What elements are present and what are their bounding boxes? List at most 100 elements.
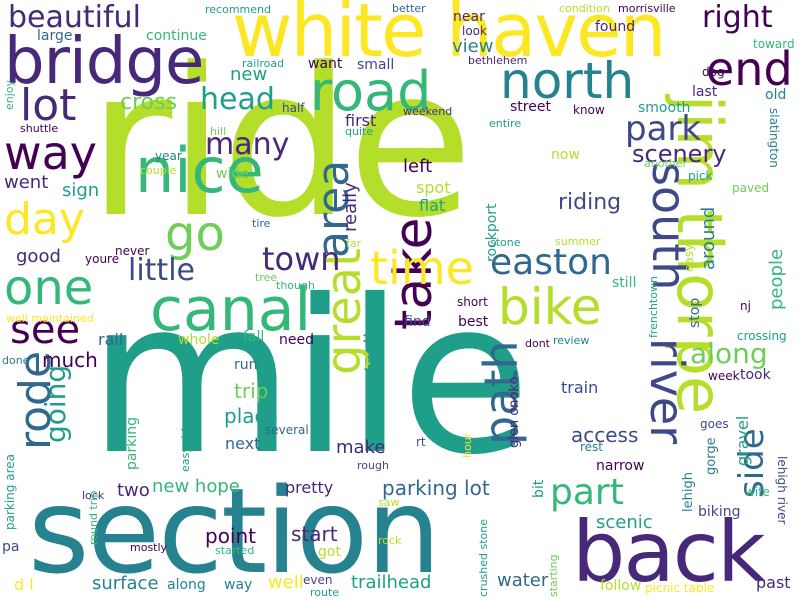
word-better: better xyxy=(392,2,426,15)
word-half: half xyxy=(282,101,305,115)
word-couple: couple xyxy=(140,164,177,177)
word-toward: toward xyxy=(753,37,795,51)
word-next: next xyxy=(225,434,261,453)
word-end: end xyxy=(706,42,793,96)
word-route: route xyxy=(310,586,340,599)
word-shuttle: shuttle xyxy=(20,122,59,135)
word-railroad: railroad xyxy=(242,57,285,70)
word-hill: hill xyxy=(210,125,227,138)
word-stone: stone xyxy=(490,236,521,249)
word-tree: tree xyxy=(255,271,278,284)
word-easy: easy xyxy=(682,243,696,272)
word-wide: wide xyxy=(216,166,249,182)
word-view: view xyxy=(452,36,494,57)
word-slatington: slatington xyxy=(767,108,781,168)
word-mile: mile xyxy=(88,254,531,501)
word-continue: continue xyxy=(146,28,207,44)
word-go: go xyxy=(165,206,225,262)
word-saw: saw xyxy=(378,496,400,509)
word-recommend: recommend xyxy=(205,3,271,16)
word-train: train xyxy=(561,378,599,397)
word-bit: bit xyxy=(531,479,547,498)
word-last: last xyxy=(692,84,718,100)
word-first: first xyxy=(345,111,377,130)
word-goes: goes xyxy=(700,417,729,431)
word-going: going xyxy=(39,364,72,443)
word-week: week xyxy=(708,369,740,383)
word-open: open xyxy=(412,372,425,400)
word-nj: nj xyxy=(740,299,751,313)
word-several: several xyxy=(265,423,309,437)
word-people: people xyxy=(766,248,787,310)
word-rockport: rockport xyxy=(484,203,500,262)
word-found: found xyxy=(595,19,636,35)
word-know: know xyxy=(573,103,605,117)
word-rail: rail xyxy=(98,330,124,349)
word-many: many xyxy=(205,127,290,162)
word-access: access xyxy=(571,423,639,447)
word-road: road xyxy=(310,60,432,123)
word-gravel: gravel xyxy=(733,415,752,466)
word-round-trip: round trip xyxy=(87,490,100,545)
word-narrow: narrow xyxy=(596,458,645,474)
word-flat: flat xyxy=(419,196,446,215)
word-make: make xyxy=(336,437,386,458)
word-spot: spot xyxy=(416,178,451,197)
word-crushed-stone: crushed stone xyxy=(477,518,490,597)
word-hour: hour xyxy=(461,432,474,458)
word-day: day xyxy=(4,194,85,245)
word-past: past xyxy=(756,573,791,592)
word-dont: dont xyxy=(525,337,550,350)
word-section: section xyxy=(28,462,441,600)
word-weekend: weekend xyxy=(403,105,453,118)
word-water: water xyxy=(497,570,549,591)
word-head: head xyxy=(200,82,275,117)
word-little: little xyxy=(128,253,195,288)
word-frenchtown: frenchtown xyxy=(647,276,660,338)
word-biking: biking xyxy=(698,504,741,520)
word-gorge: gorge xyxy=(704,437,719,475)
word-done: done xyxy=(2,354,30,367)
word-far: far xyxy=(346,237,362,250)
word-start: start xyxy=(291,522,338,546)
word-though: though xyxy=(276,279,315,292)
word-tire: tire xyxy=(252,217,271,230)
word-small: small xyxy=(357,57,395,73)
word-large: large xyxy=(37,28,73,44)
word-street: street xyxy=(510,99,551,115)
word-youre: youre xyxy=(85,252,120,266)
word-town: town xyxy=(262,240,341,278)
word-took: took xyxy=(740,367,771,383)
word-place: place xyxy=(224,404,278,428)
word-lock: lock xyxy=(82,489,105,502)
word-parking-area: parking area xyxy=(3,454,17,530)
word-never: never xyxy=(115,244,150,258)
word-lehigh: lehigh xyxy=(681,472,696,512)
word-near: near xyxy=(453,9,485,25)
word-parking-lot: parking lot xyxy=(382,476,490,500)
word-d-l: d l xyxy=(14,575,34,594)
word-entire: entire xyxy=(489,117,522,130)
word-fall: fall xyxy=(243,329,265,345)
word-year: year xyxy=(155,149,182,163)
word-scenery: scenery xyxy=(632,140,727,168)
word-condition: condition xyxy=(559,2,610,15)
word-part: part xyxy=(550,472,624,513)
word-surface: surface xyxy=(92,573,159,594)
word-pa: pa xyxy=(2,539,20,555)
word-paved: paved xyxy=(732,181,770,195)
word-whole: whole xyxy=(178,332,220,348)
word-right: right xyxy=(702,0,773,35)
word-pretty: pretty xyxy=(285,478,334,497)
word-crossing: crossing xyxy=(737,329,787,343)
word-lehigh-river: lehigh river xyxy=(775,456,789,525)
word-dog: dog xyxy=(702,65,725,79)
word-riding: riding xyxy=(558,190,622,215)
word-stop: stop xyxy=(687,297,703,328)
word-see: see xyxy=(10,307,81,353)
word-run: run xyxy=(234,357,258,373)
word-nice: nice xyxy=(135,134,264,207)
word-well: well xyxy=(268,572,304,593)
word-short: short xyxy=(457,295,488,309)
